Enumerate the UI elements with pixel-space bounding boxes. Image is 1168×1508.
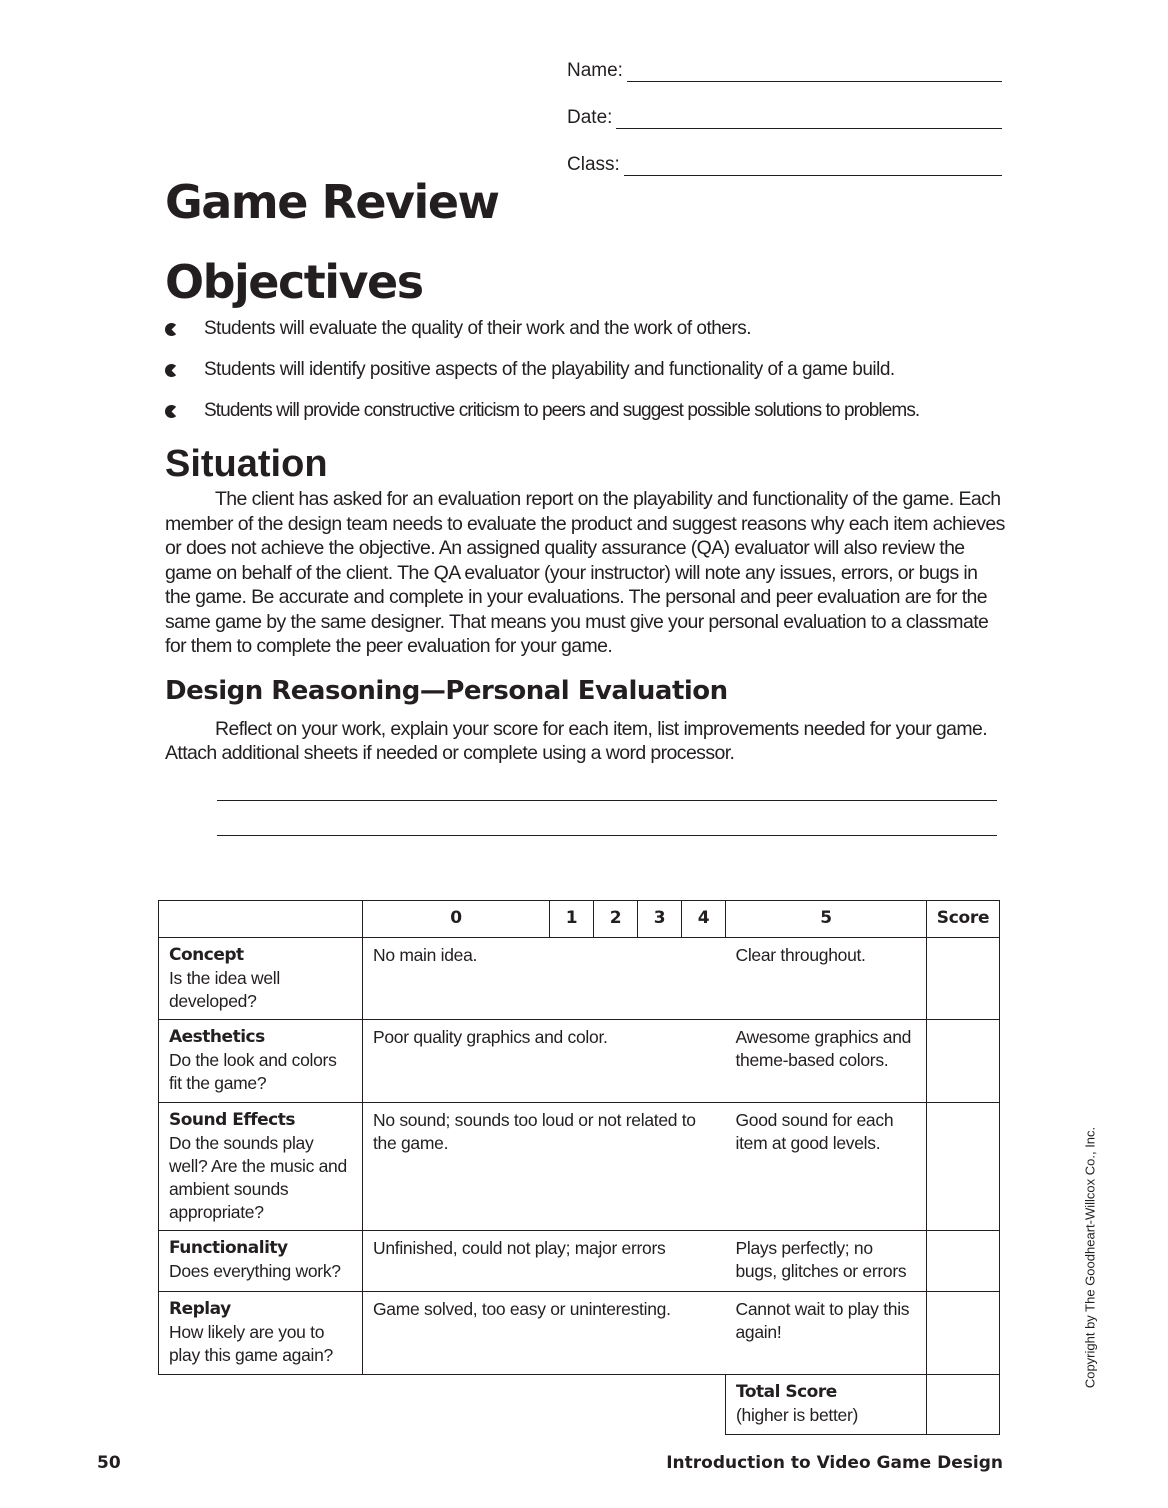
design-text: Reflect on your work, explain your score… (165, 717, 988, 765)
pacman-bullet-icon (165, 322, 178, 336)
column-header: 2 (593, 899, 638, 938)
date-field[interactable]: Date: (567, 107, 1002, 129)
situation-text: The client has asked for an evaluation r… (165, 488, 1005, 657)
high-descriptor: Awesome graphics and theme-based colors. (725, 1018, 927, 1103)
table-row: Replay How likely are you to play this ga… (158, 1290, 1000, 1375)
pacman-bullet-icon (165, 404, 178, 418)
design-heading: Design Reasoning—Personal Evaluation (165, 675, 728, 706)
table-row: Functionality Does everything work? Unfin… (158, 1229, 1000, 1292)
column-header: 1 (549, 899, 594, 938)
answer-line[interactable] (217, 766, 997, 801)
page-title: Game Review (165, 175, 500, 229)
low-descriptor: Game solved, too easy or uninteresting. (362, 1290, 726, 1375)
table-header-row: 0 1 2 3 4 5 Score (158, 899, 1000, 938)
date-label: Date: (567, 107, 613, 128)
criterion-cell: Concept Is the idea well developed? (158, 936, 363, 1020)
low-descriptor: No sound; sounds too loud or not related… (362, 1101, 726, 1231)
score-cell[interactable] (926, 1101, 1000, 1231)
low-descriptor: Poor quality graphics and color. (362, 1018, 726, 1103)
column-header: 5 (725, 899, 927, 938)
score-cell[interactable] (926, 1018, 1000, 1103)
objective-item: Students will evaluate the quality of th… (165, 318, 1005, 340)
criterion-cell: Aesthetics Do the look and colors fit the… (158, 1018, 363, 1103)
low-descriptor: No main idea. (362, 936, 726, 1020)
content-column: Game Review Objectives Students will eva… (97, 172, 1007, 1473)
class-field[interactable]: Class: (567, 154, 1002, 176)
objective-item: Students will provide constructive criti… (165, 400, 1005, 422)
total-row: Total Score (higher is better) (159, 1373, 1000, 1435)
table-row: Concept Is the idea well developed? No ma… (158, 936, 1000, 1020)
high-descriptor: Clear throughout. (725, 936, 927, 1020)
total-note: (higher is better) (736, 1404, 859, 1425)
score-cell[interactable] (926, 1229, 1000, 1292)
column-header: 0 (362, 899, 550, 938)
criterion-cell: Replay How likely are you to play this ga… (158, 1290, 363, 1375)
name-field[interactable]: Name: (567, 60, 1002, 82)
copyright: Copyright by The Goodheart-Willcox Co., … (1082, 1126, 1098, 1389)
rubric-table: 0 1 2 3 4 5 Score Concept Is the idea wel… (158, 899, 1000, 1435)
high-descriptor: Plays perfectly; no bugs, glitches or er… (725, 1229, 927, 1292)
criterion-cell: Sound Effects Do the sounds play well? Ar… (158, 1101, 363, 1231)
situation-heading: Situation (165, 443, 328, 485)
score-cell[interactable] (926, 1290, 1000, 1375)
total-label: Total Score (736, 1381, 837, 1402)
table-row: Sound Effects Do the sounds play well? Ar… (158, 1101, 1000, 1231)
page-number: 50 (97, 1452, 121, 1473)
high-descriptor: Good sound for each item at good levels. (725, 1101, 927, 1231)
column-header: 3 (637, 899, 682, 938)
total-score-cell[interactable] (926, 1373, 1000, 1435)
table-row: Aesthetics Do the look and colors fit the… (158, 1018, 1000, 1103)
column-header: 4 (681, 899, 726, 938)
answer-line[interactable] (217, 801, 997, 836)
footer: 50 Introduction to Video Game Design (97, 1453, 1003, 1473)
pacman-bullet-icon (165, 363, 178, 377)
score-cell[interactable] (926, 936, 1000, 1020)
objective-item: Students will identify positive aspects … (165, 359, 1005, 381)
high-descriptor: Cannot wait to play this again! (725, 1290, 927, 1375)
book-title: Introduction to Video Game Design (666, 1452, 1003, 1473)
column-header (158, 899, 363, 938)
objectives-heading: Objectives (165, 255, 424, 309)
criterion-cell: Functionality Does everything work? (158, 1229, 363, 1292)
low-descriptor: Unfinished, could not play; major errors (362, 1229, 726, 1292)
name-label: Name: (567, 60, 623, 81)
class-label: Class: (567, 154, 620, 175)
column-header: Score (926, 899, 1000, 938)
